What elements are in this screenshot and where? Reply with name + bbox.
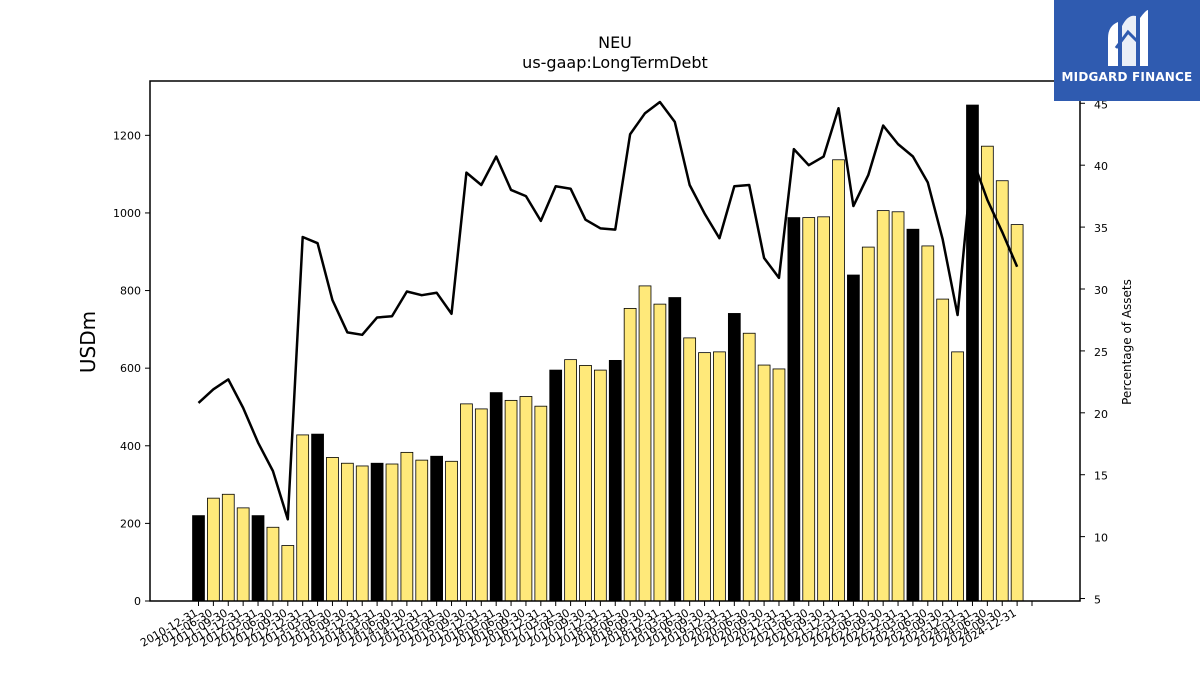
chart-subtitle: us-gaap:LongTermDebt bbox=[522, 53, 708, 72]
bar-2016-03-31 bbox=[504, 399, 518, 602]
axes-layer: 0200400600800100012005101520253035404520… bbox=[113, 80, 1108, 650]
bar-2016-09-30 bbox=[534, 405, 548, 602]
bar-2022-09-30 bbox=[891, 211, 905, 602]
bar-2011-03-31 bbox=[207, 497, 220, 602]
bar-2013-09-30 bbox=[355, 465, 369, 602]
bar-2023-03-31 bbox=[921, 245, 935, 602]
bar-2019-09-30 bbox=[713, 351, 726, 602]
bar-2024-09-30 bbox=[1010, 224, 1024, 602]
chart-title: NEU bbox=[598, 33, 632, 52]
y2-tick-label: 40 bbox=[1094, 160, 1108, 173]
y-tick-label: 1000 bbox=[113, 207, 141, 220]
bar-2019-06-30 bbox=[698, 352, 711, 602]
bar-2019-03-31 bbox=[683, 337, 697, 602]
bar-2021-09-30 bbox=[832, 159, 845, 602]
bar-2014-06-30 bbox=[400, 451, 414, 602]
y2-tick-label: 5 bbox=[1094, 594, 1101, 607]
bar-2012-09-30 bbox=[296, 434, 310, 602]
bar-2015-03-31 bbox=[445, 460, 458, 602]
bar-2019-12-31 bbox=[727, 313, 741, 602]
bar-2022-12-31 bbox=[906, 228, 920, 602]
bar-2014-03-31 bbox=[385, 463, 399, 602]
bar-2023-06-30 bbox=[936, 298, 950, 602]
bar-2023-09-30 bbox=[951, 351, 964, 602]
bar-2021-12-31 bbox=[847, 274, 860, 602]
y2-tick-label: 15 bbox=[1094, 470, 1108, 483]
bar-2015-12-31 bbox=[489, 392, 503, 602]
bar-2015-06-30 bbox=[460, 403, 473, 602]
bar-2014-12-31 bbox=[430, 455, 444, 602]
y-tick-label: 200 bbox=[120, 517, 141, 530]
midgard-logo: MIDGARD FINANCE bbox=[1054, 0, 1200, 101]
y2-tick-label: 45 bbox=[1094, 98, 1108, 111]
bar-2016-06-30 bbox=[519, 396, 533, 602]
bar-2013-03-31 bbox=[326, 457, 339, 602]
y2-tick-label: 30 bbox=[1094, 284, 1108, 297]
bars-layer bbox=[192, 104, 1024, 602]
bar-2012-03-31 bbox=[266, 526, 280, 602]
bar-2018-06-30 bbox=[638, 285, 652, 602]
bar-2013-06-30 bbox=[340, 462, 354, 602]
bar-2021-03-31 bbox=[802, 217, 816, 602]
bar-2022-03-31 bbox=[861, 246, 875, 602]
y-tick-label: 1200 bbox=[113, 129, 141, 142]
y-axis-label: USDm bbox=[76, 311, 100, 373]
bar-2012-06-30 bbox=[281, 545, 295, 602]
bar-2017-12-31 bbox=[608, 359, 622, 602]
bar-2011-06-30 bbox=[221, 493, 235, 602]
bar-2020-06-30 bbox=[757, 364, 771, 602]
bar-2022-06-30 bbox=[876, 210, 890, 602]
bar-2011-12-31 bbox=[251, 515, 265, 602]
y2-axis-label: Percentage of Assets bbox=[1120, 279, 1134, 405]
bar-2021-06-30 bbox=[817, 216, 830, 602]
bar-2013-12-31 bbox=[370, 462, 384, 602]
bar-2012-12-31 bbox=[311, 433, 324, 602]
logo-text: MIDGARD FINANCE bbox=[1061, 70, 1193, 84]
bar-2018-09-30 bbox=[653, 303, 667, 602]
bar-2017-03-31 bbox=[564, 359, 577, 602]
y-tick-label: 600 bbox=[120, 362, 141, 375]
bar-2011-09-30 bbox=[236, 507, 250, 602]
bar-2015-09-30 bbox=[474, 408, 488, 602]
bar-2016-12-31 bbox=[549, 369, 563, 602]
bar-2010-12-31 bbox=[192, 515, 205, 602]
bar-2017-09-30 bbox=[594, 369, 607, 602]
y-tick-label: 800 bbox=[120, 285, 141, 298]
y2-tick-label: 20 bbox=[1094, 408, 1108, 421]
bar-2023-12-31 bbox=[966, 104, 979, 602]
bar-2024-03-31 bbox=[980, 145, 994, 602]
y2-tick-label: 10 bbox=[1094, 532, 1108, 545]
pct-of-assets-line bbox=[197, 100, 1019, 521]
y2-tick-label: 25 bbox=[1094, 346, 1108, 359]
bar-2014-09-30 bbox=[415, 459, 429, 602]
bar-2018-12-31 bbox=[668, 297, 682, 602]
y-tick-label: 400 bbox=[120, 440, 141, 453]
y-tick-label: 0 bbox=[134, 595, 141, 608]
bar-2020-12-31 bbox=[787, 217, 801, 602]
bar-2020-09-30 bbox=[772, 368, 786, 602]
midgard-logo-icon bbox=[1108, 10, 1148, 66]
bar-2020-03-31 bbox=[742, 332, 756, 602]
bar-2018-03-31 bbox=[623, 307, 637, 602]
line-layer bbox=[197, 100, 1019, 521]
y2-tick-label: 35 bbox=[1094, 222, 1108, 235]
bar-2017-06-30 bbox=[579, 365, 592, 602]
